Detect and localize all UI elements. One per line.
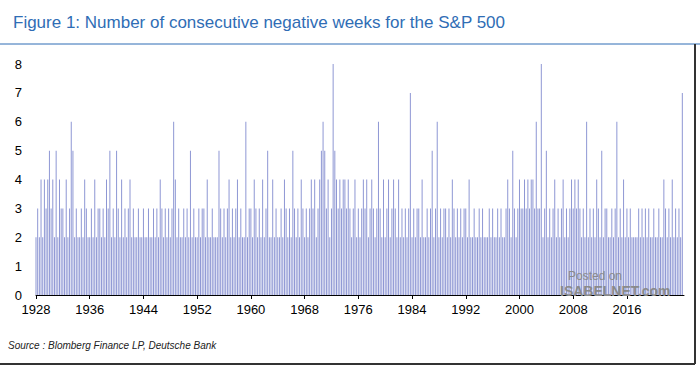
- svg-text:1976: 1976: [344, 302, 373, 317]
- svg-text:3: 3: [15, 201, 22, 216]
- svg-text:Source : Blomberg Finance LP,: Source : Blomberg Finance LP, Deutsche B…: [8, 340, 217, 351]
- svg-text:Figure 1: Number of consecutiv: Figure 1: Number of consecutive negative…: [13, 13, 505, 32]
- svg-text:1944: 1944: [129, 302, 158, 317]
- svg-text:1: 1: [15, 259, 22, 274]
- svg-text:2: 2: [15, 230, 22, 245]
- svg-text:1936: 1936: [75, 302, 104, 317]
- svg-text:ISABELNET.com: ISABELNET.com: [560, 283, 670, 299]
- svg-text:8: 8: [15, 57, 22, 72]
- svg-text:1984: 1984: [398, 302, 427, 317]
- svg-text:5: 5: [15, 143, 22, 158]
- svg-text:7: 7: [15, 85, 22, 100]
- svg-text:6: 6: [15, 114, 22, 129]
- svg-text:4: 4: [15, 172, 22, 187]
- svg-text:1992: 1992: [451, 302, 480, 317]
- svg-text:1968: 1968: [290, 302, 319, 317]
- svg-text:2008: 2008: [559, 302, 588, 317]
- svg-text:1928: 1928: [22, 302, 51, 317]
- svg-text:2000: 2000: [505, 302, 534, 317]
- svg-text:Posted on: Posted on: [568, 269, 622, 283]
- svg-text:2016: 2016: [612, 302, 641, 317]
- svg-text:0: 0: [15, 288, 22, 303]
- svg-text:1960: 1960: [236, 302, 265, 317]
- svg-text:1952: 1952: [183, 302, 212, 317]
